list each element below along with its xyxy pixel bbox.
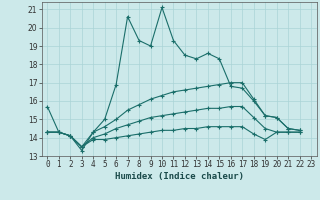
- X-axis label: Humidex (Indice chaleur): Humidex (Indice chaleur): [115, 172, 244, 181]
